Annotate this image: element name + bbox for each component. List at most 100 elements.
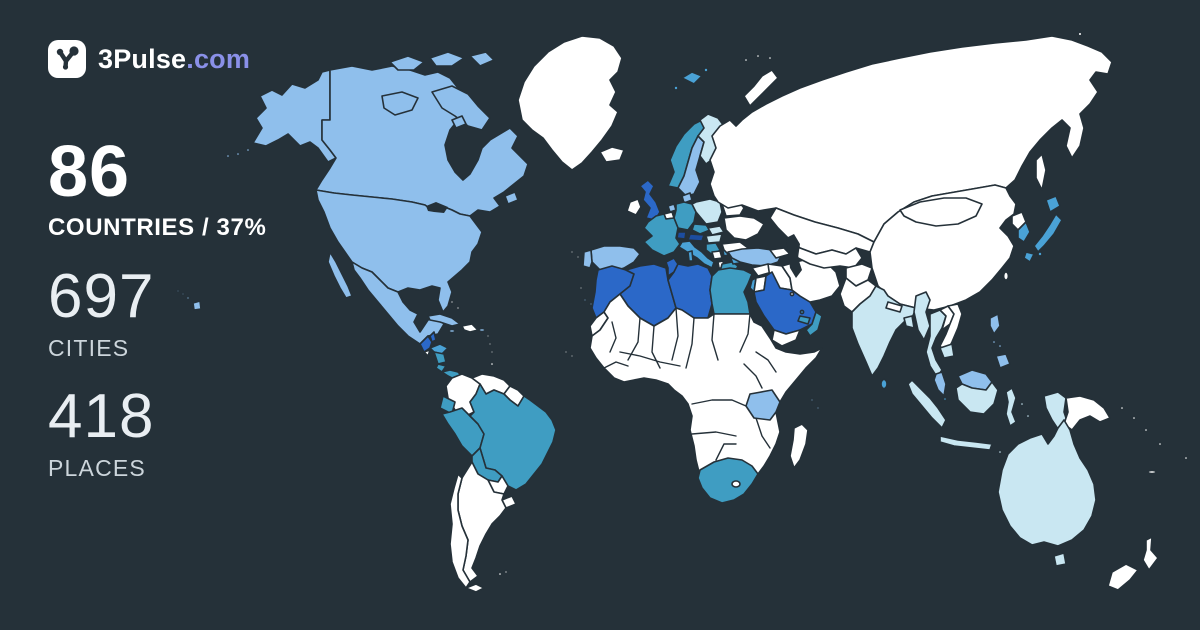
pacific-islands[interactable] <box>1119 405 1125 411</box>
philippines-visayas[interactable] <box>997 343 1003 349</box>
country-germany[interactable] <box>673 201 697 231</box>
country-italy[interactable] <box>678 240 715 269</box>
madeira-island[interactable] <box>578 285 584 291</box>
falkland-islands[interactable] <box>497 571 503 577</box>
country-spain[interactable] <box>590 245 641 273</box>
country-qatar[interactable] <box>799 309 805 315</box>
country-oman[interactable] <box>805 311 823 337</box>
indian-ocean-islands[interactable] <box>815 405 821 411</box>
country-france[interactable] <box>643 213 681 257</box>
sumatra-island[interactable] <box>907 379 947 429</box>
country-bangladesh[interactable] <box>903 315 915 329</box>
azores-islands[interactable] <box>569 249 575 255</box>
moluccas-islands[interactable] <box>1019 401 1025 407</box>
novaya-zemlya-islands[interactable] <box>743 69 779 107</box>
country-lesotho[interactable] <box>731 480 741 488</box>
country-slovakia[interactable] <box>707 225 725 236</box>
pacific-islands[interactable] <box>1143 427 1149 433</box>
country-jamaica[interactable] <box>448 328 456 334</box>
country-uae[interactable] <box>797 315 811 325</box>
philippines-luzon[interactable] <box>989 313 1001 335</box>
country-nepal[interactable] <box>885 301 903 313</box>
country-south-africa[interactable] <box>697 457 759 504</box>
country-ireland[interactable] <box>626 198 642 216</box>
tierra-del-fuego[interactable] <box>465 583 485 593</box>
country-sri-lanka[interactable] <box>880 378 888 390</box>
aleutian-islands[interactable] <box>245 147 251 153</box>
moluccas-islands[interactable] <box>1025 413 1031 419</box>
hawaii-islands[interactable] <box>185 295 191 301</box>
new-zealand-south-island[interactable] <box>1107 563 1139 591</box>
arctic-island[interactable] <box>389 55 425 71</box>
lesser-antilles[interactable] <box>489 349 495 355</box>
hispaniola-island[interactable] <box>461 323 479 333</box>
country-tanzania[interactable] <box>745 389 781 421</box>
country-cambodia[interactable] <box>939 343 955 359</box>
cape-verde-islands[interactable] <box>563 349 569 355</box>
baffin-island[interactable] <box>431 85 491 131</box>
country-canada[interactable] <box>315 65 529 217</box>
country-cuba[interactable] <box>427 313 461 327</box>
country-brazil[interactable] <box>469 383 557 491</box>
kalimantan-borneo[interactable] <box>955 381 999 415</box>
pacific-islands[interactable] <box>1183 455 1189 461</box>
country-greenland[interactable] <box>517 35 623 171</box>
country-madagascar[interactable] <box>789 423 809 469</box>
country-kuwait[interactable] <box>789 291 795 297</box>
country-singapore[interactable] <box>942 396 948 402</box>
svalbard-islands[interactable] <box>703 67 709 73</box>
country-poland[interactable] <box>691 198 723 225</box>
hawaii-islands[interactable] <box>176 288 181 293</box>
philippines-mindanao[interactable] <box>995 353 1011 369</box>
country-austria[interactable] <box>687 233 705 242</box>
cape-verde-islands[interactable] <box>569 353 575 359</box>
country-nicaragua[interactable] <box>433 351 447 365</box>
country-mongolia[interactable] <box>899 197 983 227</box>
country-czechia[interactable] <box>691 223 711 235</box>
arctic-island[interactable] <box>451 115 467 129</box>
country-el-salvador[interactable] <box>423 349 431 357</box>
victoria-island[interactable] <box>381 91 419 116</box>
country-hungary[interactable] <box>705 233 723 244</box>
franz-josef-islands[interactable] <box>755 53 761 59</box>
country-turkey[interactable] <box>727 247 783 267</box>
sakhalin-island[interactable] <box>1035 153 1047 191</box>
azores-islands[interactable] <box>575 254 581 260</box>
tasmania-island[interactable] <box>1053 552 1067 567</box>
sulawesi-island[interactable] <box>1005 387 1017 427</box>
pacific-islands[interactable] <box>1131 415 1137 421</box>
country-united-kingdom[interactable] <box>639 179 661 221</box>
new-zealand-north-island[interactable] <box>1142 536 1159 571</box>
arctic-island[interactable] <box>469 51 495 67</box>
hawaii-islands[interactable] <box>181 291 186 296</box>
country-bosnia[interactable] <box>711 250 723 260</box>
falkland-islands[interactable] <box>503 569 509 575</box>
franz-josef-islands[interactable] <box>767 55 773 61</box>
country-guatemala[interactable] <box>419 335 433 353</box>
franz-josef-islands[interactable] <box>743 57 749 63</box>
country-south-korea[interactable] <box>1017 221 1031 243</box>
country-australia[interactable] <box>997 419 1097 547</box>
svalbard-islands[interactable] <box>673 85 679 91</box>
country-portugal[interactable] <box>582 249 593 269</box>
canary-islands[interactable] <box>582 297 588 303</box>
country-trinidad[interactable] <box>489 361 495 367</box>
philippines-visayas[interactable] <box>991 339 997 345</box>
pacific-islands[interactable] <box>1157 441 1163 447</box>
japan-kyushu[interactable] <box>1023 251 1035 263</box>
country-iceland[interactable] <box>599 146 625 163</box>
new-caledonia-island[interactable] <box>1147 469 1157 475</box>
sardinia-island[interactable] <box>687 250 694 262</box>
country-ukraine[interactable] <box>723 215 765 241</box>
country-papua-new-guinea[interactable] <box>1063 395 1111 431</box>
site-logo[interactable]: 3Pulse.com <box>48 40 250 78</box>
japan-shikoku[interactable] <box>1037 251 1043 257</box>
country-myanmar[interactable] <box>913 291 931 341</box>
baja-california[interactable] <box>327 251 353 299</box>
lesser-antilles[interactable] <box>485 333 491 339</box>
central-asia-region[interactable] <box>787 237 863 269</box>
country-netherlands[interactable] <box>667 203 677 213</box>
japan-honshu[interactable] <box>1033 213 1063 253</box>
aleutian-islands[interactable] <box>225 153 231 159</box>
indian-ocean-islands[interactable] <box>809 397 815 403</box>
